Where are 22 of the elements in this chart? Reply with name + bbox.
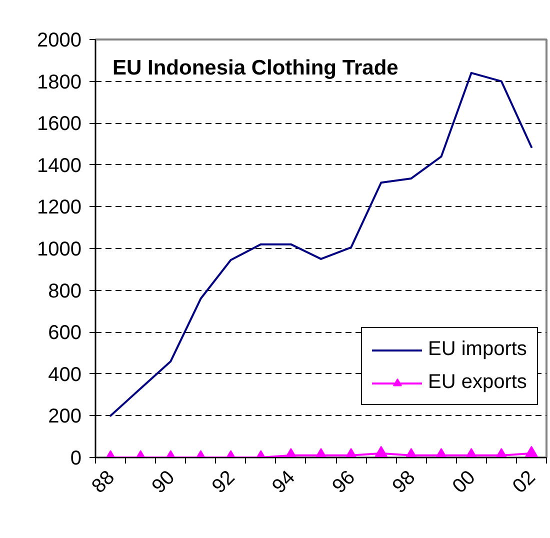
legend-label: EU exports [428, 371, 527, 394]
y-tick-label: 800 [48, 280, 82, 302]
y-tick-label: 1200 [37, 196, 82, 219]
x-tick-label: 02 [508, 466, 540, 498]
x-tick-label: 88 [88, 466, 120, 498]
x-tick-label: 00 [448, 466, 480, 498]
y-tick-label: 200 [48, 406, 82, 428]
x-tick-label: 90 [148, 466, 180, 498]
y-tick-label: 2000 [37, 30, 82, 52]
y-tick-label: 1400 [37, 154, 82, 177]
y-tick-label: 1600 [37, 113, 82, 136]
x-tick-label: 92 [208, 466, 240, 498]
y-tick-label: 1000 [37, 238, 82, 260]
x-tick-label: 96 [328, 466, 360, 498]
y-tick-label: 1800 [37, 71, 82, 94]
y-tick-label: 0 [70, 448, 82, 470]
x-tick-label: 98 [388, 466, 420, 498]
legend-label: EU imports [428, 338, 527, 361]
x-tick-label: 94 [268, 466, 300, 498]
text: EU Indonesia Clothing Trade [112, 56, 398, 80]
y-tick-label: 400 [48, 364, 82, 386]
y-tick-label: 600 [48, 322, 82, 344]
